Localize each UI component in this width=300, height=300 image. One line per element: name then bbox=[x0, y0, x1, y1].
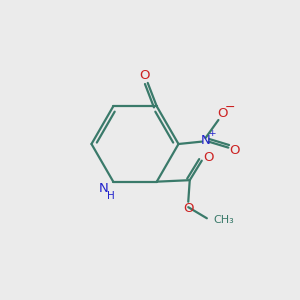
Text: O: O bbox=[230, 143, 240, 157]
Text: O: O bbox=[140, 69, 150, 82]
Text: H: H bbox=[107, 191, 115, 201]
Text: N: N bbox=[99, 182, 109, 195]
Text: N: N bbox=[201, 134, 210, 148]
Text: CH₃: CH₃ bbox=[214, 215, 234, 225]
Text: +: + bbox=[208, 129, 216, 138]
Text: O: O bbox=[203, 151, 214, 164]
Text: O: O bbox=[217, 107, 227, 120]
Text: −: − bbox=[224, 101, 235, 114]
Text: O: O bbox=[183, 202, 194, 215]
